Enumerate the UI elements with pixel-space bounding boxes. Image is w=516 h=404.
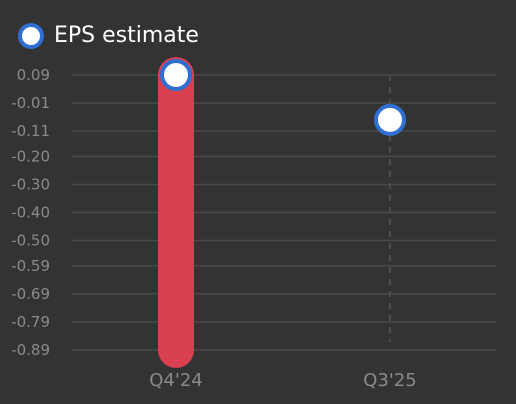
eps-estimate-point — [160, 59, 192, 91]
legend-marker-icon — [18, 23, 44, 49]
y-tick-label: -0.69 — [11, 285, 50, 303]
y-tick-label: -0.79 — [11, 313, 50, 331]
y-tick-label: -0.59 — [11, 257, 50, 275]
legend-label: EPS estimate — [54, 23, 199, 48]
y-tick-label: -0.11 — [11, 122, 50, 140]
y-tick-label: -0.30 — [11, 175, 50, 193]
x-tick-label: Q4'24 — [149, 370, 202, 391]
y-tick-label: -0.01 — [11, 94, 50, 112]
chart-legend[interactable]: EPS estimate — [18, 19, 199, 53]
y-tick-label: -0.40 — [11, 204, 50, 222]
eps-estimate-point — [374, 103, 406, 136]
range-bar — [158, 57, 194, 368]
y-tick-label: -0.50 — [11, 232, 50, 250]
y-tick-label: -0.89 — [11, 341, 50, 359]
y-tick-label: 0.09 — [17, 66, 50, 84]
y-tick-label: -0.20 — [11, 147, 50, 165]
x-tick-label: Q3'25 — [363, 370, 416, 391]
